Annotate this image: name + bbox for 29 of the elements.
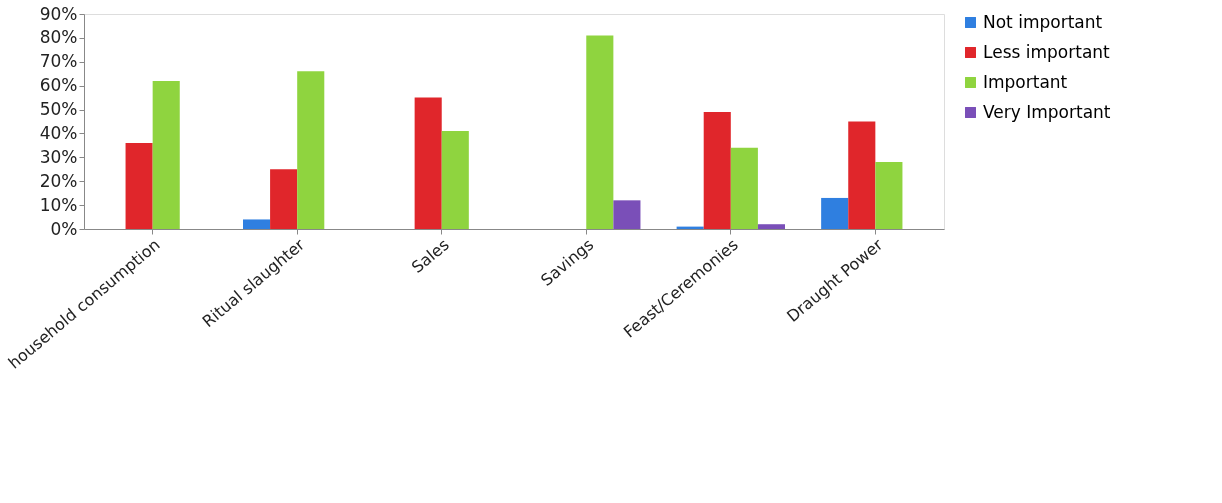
bar [757, 224, 786, 229]
y-tick-label: 10% [39, 194, 78, 215]
bar [613, 200, 641, 229]
y-tick-label: 30% [39, 146, 78, 167]
bar [242, 219, 271, 229]
y-tick-label: 60% [39, 75, 78, 96]
y-tick-label: 90% [39, 3, 78, 24]
bar [848, 121, 876, 229]
legend-label: Important [983, 71, 1068, 92]
bar [297, 71, 325, 229]
legend-label: Not important [983, 11, 1103, 32]
bar [875, 162, 903, 229]
bar [270, 169, 298, 229]
y-tick-label: 70% [39, 51, 78, 72]
y-tick-label: 40% [39, 122, 78, 143]
bar [586, 35, 614, 229]
y-tick-label: 50% [39, 99, 78, 120]
legend-label: Less important [983, 41, 1111, 62]
legend-label: Very Important [983, 101, 1111, 122]
bar [703, 111, 731, 229]
bar [821, 197, 849, 229]
bar [414, 97, 442, 229]
y-tick-label: 20% [39, 170, 78, 191]
y-tick-label: 80% [39, 27, 78, 48]
bar [441, 131, 469, 229]
bar [125, 143, 153, 229]
bar [152, 80, 180, 229]
bar [730, 147, 758, 229]
y-tick-label: 0% [50, 218, 78, 239]
